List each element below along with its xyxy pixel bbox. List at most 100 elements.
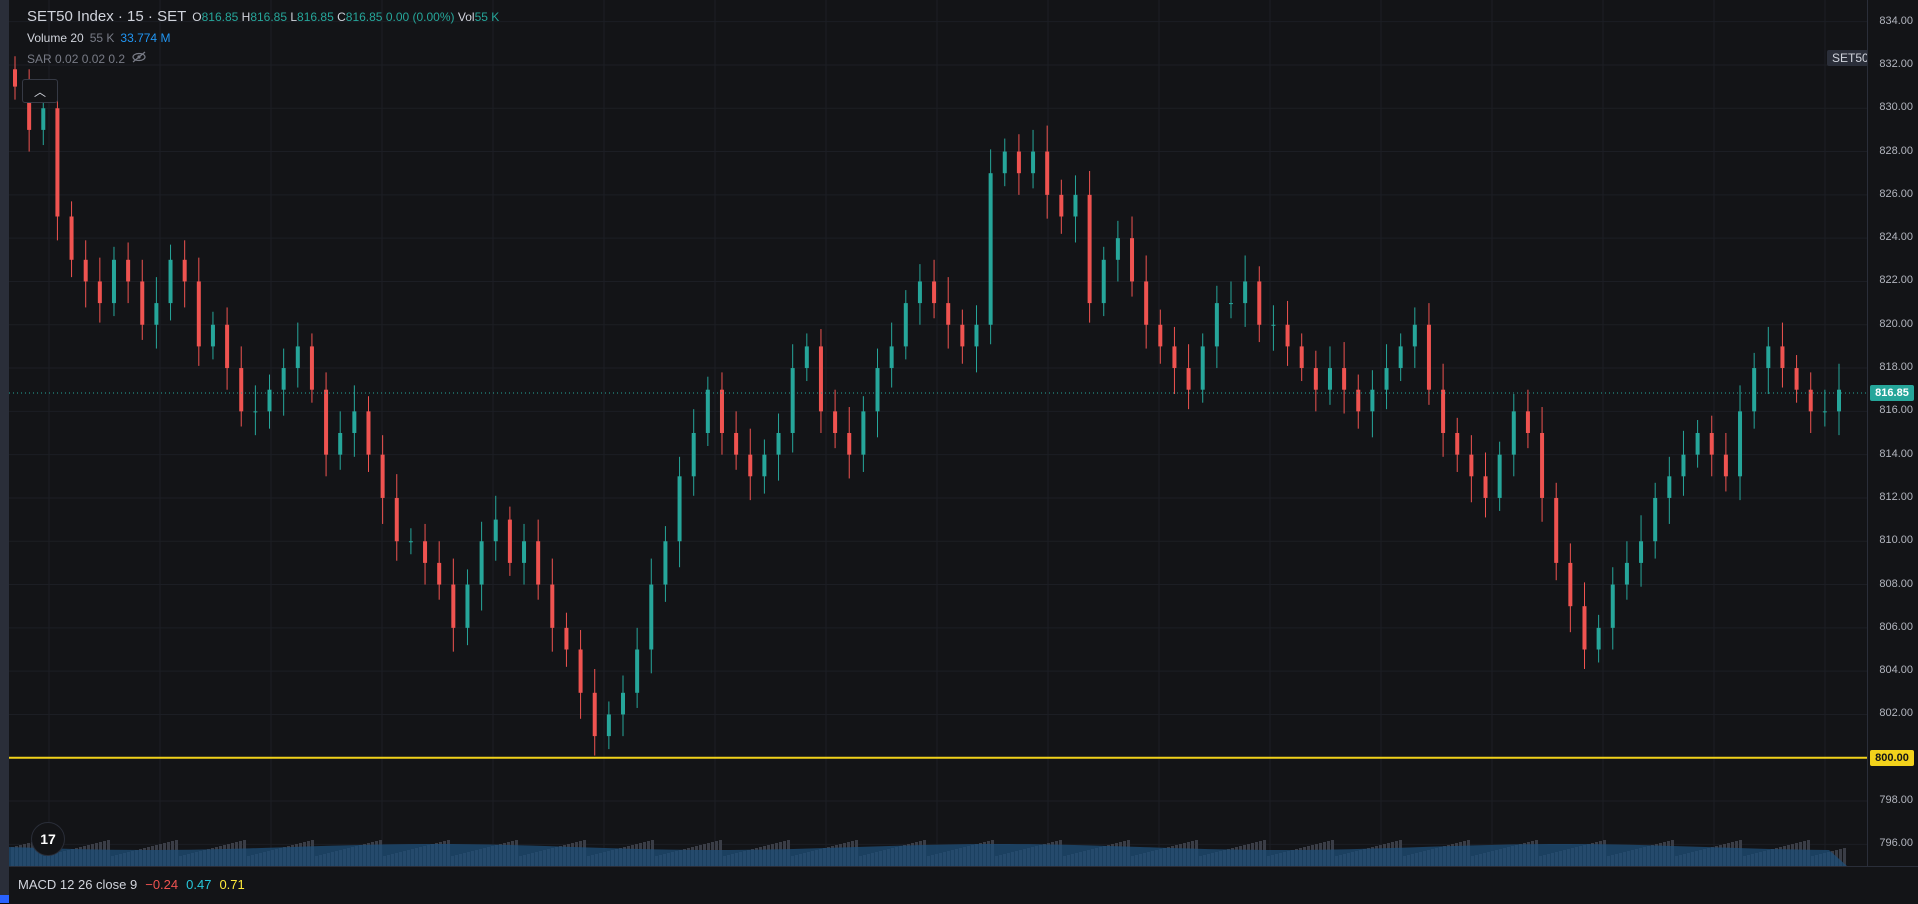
candle-body bbox=[154, 303, 159, 325]
symbol-legend-row: SET50 Index · 15 · SET O816.85 H816.85 L… bbox=[27, 8, 499, 25]
candle-body bbox=[366, 411, 371, 455]
chevron-up-icon: ︿ bbox=[33, 84, 46, 99]
candle-body bbox=[1186, 368, 1191, 390]
candle-body bbox=[111, 259, 116, 304]
candle-body bbox=[1313, 368, 1318, 390]
candle-body bbox=[239, 368, 244, 412]
candle-body bbox=[776, 433, 781, 455]
price-axis-tick: 828.00 bbox=[1879, 144, 1913, 157]
candle-body bbox=[847, 433, 852, 455]
price-axis-tick: 834.00 bbox=[1879, 14, 1913, 27]
macd-pane[interactable]: MACD 12 26 close 9 −0.24 0.47 0.71 bbox=[9, 866, 1918, 904]
candle-body bbox=[168, 259, 173, 304]
candle-body bbox=[606, 714, 611, 737]
candle-body bbox=[522, 541, 527, 563]
candle-body bbox=[1653, 497, 1658, 542]
volume-value: 55 K bbox=[89, 31, 115, 45]
candle-body bbox=[988, 173, 993, 325]
horizontal-line-price-tag: 800.00 bbox=[1870, 749, 1914, 766]
price-axis-tick: 812.00 bbox=[1879, 490, 1913, 503]
candle-body bbox=[960, 324, 965, 347]
candle-body bbox=[1497, 454, 1502, 498]
candle-body bbox=[734, 433, 739, 455]
price-chart-svg[interactable] bbox=[9, 0, 1867, 866]
price-axis-tick: 806.00 bbox=[1879, 620, 1913, 633]
candle-body bbox=[635, 649, 640, 693]
price-axis-tick: 832.00 bbox=[1879, 57, 1913, 70]
candle-body bbox=[719, 389, 724, 433]
candle-body bbox=[451, 584, 456, 628]
candle-body bbox=[1624, 562, 1629, 585]
candle-body bbox=[946, 303, 951, 325]
candle-body bbox=[1101, 259, 1106, 304]
candle-body bbox=[804, 346, 809, 369]
candle-body bbox=[1172, 346, 1177, 369]
candle-body bbox=[437, 562, 442, 585]
macd-value-signal: 0.71 bbox=[219, 877, 245, 892]
candle-body bbox=[1511, 411, 1516, 455]
candle-body bbox=[1144, 281, 1149, 325]
candle-body bbox=[196, 281, 201, 347]
open-value: 816.85 bbox=[201, 9, 239, 24]
candle-body bbox=[309, 346, 314, 390]
price-axis-tick: 798.00 bbox=[1879, 794, 1913, 807]
candle-body bbox=[465, 584, 470, 628]
candle-body bbox=[140, 281, 145, 325]
price-axis[interactable]: 834.00 832.00 830.00 828.00 826.00 824.00 822.… bbox=[1867, 0, 1918, 866]
price-axis-tick: 804.00 bbox=[1879, 664, 1913, 677]
hidden-eye-icon[interactable] bbox=[131, 51, 147, 66]
candle-body bbox=[691, 433, 696, 477]
candle-body bbox=[1723, 454, 1728, 477]
candle-body bbox=[932, 281, 937, 304]
candle-body bbox=[225, 324, 230, 369]
low-label: L bbox=[290, 9, 298, 24]
sar-indicator-row[interactable]: SAR 0.02 0.02 0.2 bbox=[27, 51, 499, 66]
candle-body bbox=[493, 519, 498, 542]
collapse-legend-button[interactable]: ︿ bbox=[22, 79, 58, 103]
candle-body bbox=[1031, 151, 1036, 174]
candle-body bbox=[1045, 151, 1050, 195]
candle-body bbox=[1002, 151, 1007, 174]
price-axis-tick: 822.00 bbox=[1879, 274, 1913, 287]
candle-body bbox=[790, 368, 795, 433]
candle-body bbox=[1243, 281, 1248, 304]
volume-ma-area bbox=[9, 844, 1847, 866]
candle-body bbox=[182, 259, 187, 282]
candle-body bbox=[974, 324, 979, 347]
candle-body bbox=[1370, 389, 1375, 412]
main-chart-pane[interactable]: SET50 Index · 15 · SET O816.85 H816.85 L… bbox=[9, 0, 1874, 866]
volume-ma-value: 33.774 M bbox=[120, 31, 171, 45]
close-label: C bbox=[337, 9, 346, 24]
candle-body bbox=[705, 389, 710, 433]
candle-body bbox=[592, 692, 597, 737]
change-value: 0.00 (0.00%) bbox=[385, 9, 455, 24]
candle-body bbox=[423, 541, 428, 563]
candle-body bbox=[1327, 368, 1332, 390]
candle-body bbox=[1780, 346, 1785, 369]
symbol-title[interactable]: SET50 Index · 15 · SET bbox=[27, 8, 187, 25]
candle-body bbox=[1412, 324, 1417, 347]
candle-body bbox=[649, 584, 654, 650]
volume-indicator-row[interactable]: Volume 20 55 K 33.774 M bbox=[27, 31, 499, 45]
candle-body bbox=[253, 411, 258, 413]
candle-body bbox=[1214, 303, 1219, 347]
price-axis-tick: 802.00 bbox=[1879, 707, 1913, 720]
scroll-marker[interactable] bbox=[0, 895, 9, 903]
volume-bar bbox=[1843, 848, 1846, 866]
candle-body bbox=[833, 411, 838, 433]
macd-value-line: 0.47 bbox=[186, 877, 212, 892]
macd-legend: MACD 12 26 close 9 −0.24 0.47 0.71 bbox=[18, 877, 245, 892]
candle-body bbox=[1384, 368, 1389, 390]
candle-body bbox=[338, 433, 343, 455]
low-value: 816.85 bbox=[297, 9, 334, 24]
tradingview-logo-icon[interactable]: 17 bbox=[31, 822, 65, 856]
candle-body bbox=[1794, 368, 1799, 390]
candle-body bbox=[1200, 346, 1205, 390]
candle-body bbox=[394, 497, 399, 542]
candle-body bbox=[1540, 433, 1545, 498]
candle-body bbox=[917, 281, 922, 304]
candle-body bbox=[578, 649, 583, 693]
candle-body bbox=[1808, 389, 1813, 412]
candle-body bbox=[380, 454, 385, 498]
